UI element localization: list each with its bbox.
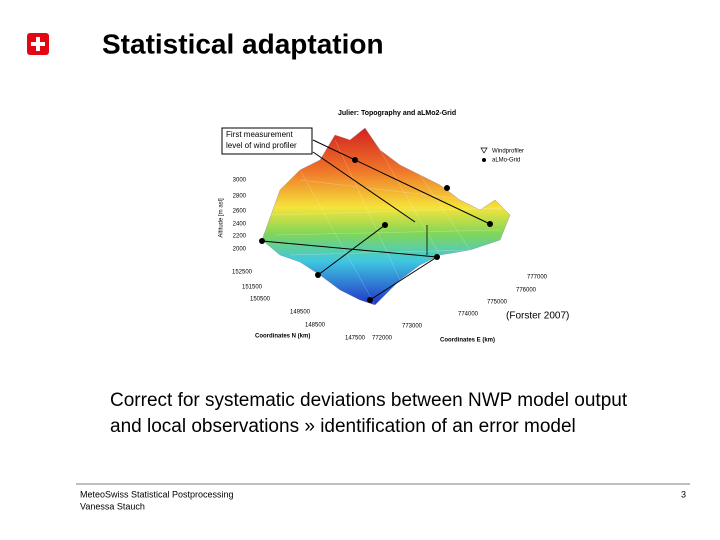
n-tick-label: 152500	[232, 270, 253, 276]
source: (Forster 2007)	[506, 311, 569, 322]
callout-box	[221, 127, 313, 155]
n-tick-label: 149500	[290, 310, 311, 316]
grid-lines	[261, 139, 491, 301]
grid-points	[259, 157, 493, 303]
z-tick-label: 2400	[233, 222, 247, 228]
legend-label: Windprofiler	[492, 149, 524, 155]
n-tick-label: 150500	[250, 297, 271, 303]
e-tick-label: 777000	[527, 275, 548, 281]
z-tick-label: 2800	[233, 194, 247, 200]
z-tick-label: 3000	[233, 178, 247, 184]
figure: Julier: Topography and aLMo2-Grid First …	[218, 100, 594, 350]
e-tick-label: 773000	[402, 324, 423, 330]
callout: First measurement	[226, 130, 293, 139]
e-tick-label: 776000	[516, 288, 537, 294]
n-axis-label: Coordinates N (km)	[255, 334, 310, 340]
e-axis-label: Coordinates E (km)	[440, 338, 495, 344]
n-tick-label: 151500	[242, 285, 263, 291]
z-tick-label: 2200	[233, 234, 247, 240]
e-tick-label: 775000	[487, 300, 508, 306]
footer-text: Vanessa Stauch	[80, 501, 145, 511]
z-tick-label: 2000	[233, 247, 247, 253]
page-number: 3	[681, 489, 686, 499]
callout: level of wind profiler	[226, 141, 297, 150]
footer-text: MeteoSwiss Statistical Postprocessing	[80, 489, 234, 499]
legend-icon	[482, 158, 486, 162]
z-axis-label: Altitude [m asl]	[219, 198, 225, 238]
swiss-logo	[27, 33, 49, 55]
legend-label: aLMo-Grid	[492, 158, 520, 164]
terrain-surface	[261, 127, 511, 306]
e-tick-label: 772000	[372, 336, 393, 342]
legend-icon	[480, 147, 488, 154]
body-line: Correct for systematic deviations betwee…	[110, 390, 628, 411]
mesh	[269, 139, 506, 306]
n-tick-label: 148500	[305, 323, 326, 329]
body-line: and local observations » identification …	[110, 416, 576, 437]
z-tick-label: 2600	[233, 209, 247, 215]
n-tick-label: 147500	[345, 336, 366, 342]
e-tick-label: 774000	[458, 312, 479, 318]
figure-title: Julier: Topography and aLMo2-Grid	[338, 110, 456, 117]
slide-title: Statistical adaptation	[102, 28, 384, 59]
